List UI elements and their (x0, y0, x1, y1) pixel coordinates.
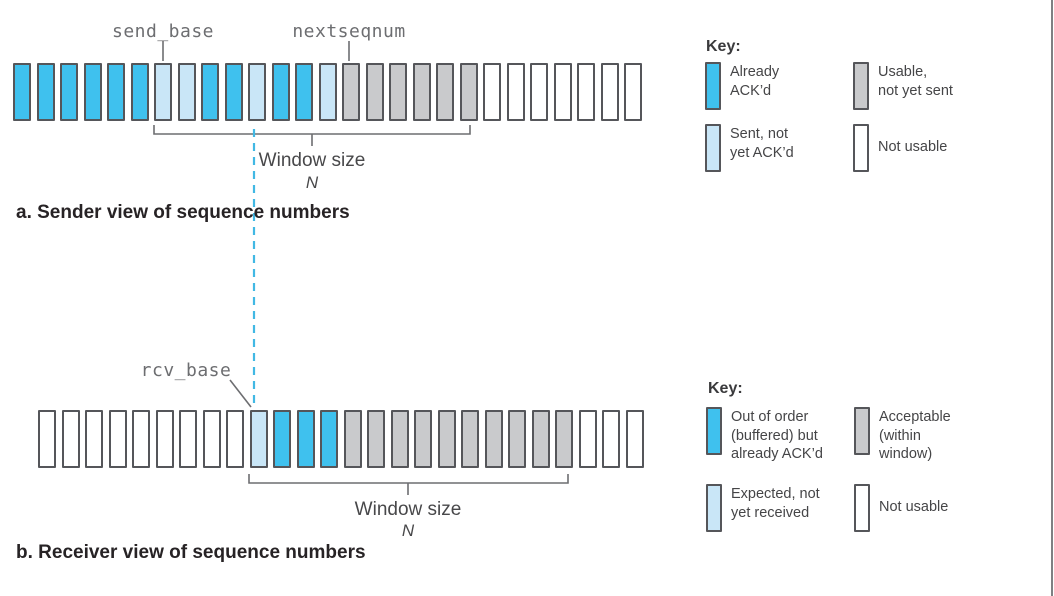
seq-box-already-ackd (13, 63, 31, 121)
seq-box-not-usable (530, 63, 548, 121)
key-swatch-sent-not-ackd (705, 124, 721, 172)
key-swatch-already-ackd (705, 62, 721, 110)
seq-box-acceptable (367, 410, 385, 468)
seq-box-not-usable (61, 410, 80, 468)
key-swatch-expected (706, 484, 722, 532)
seq-box-usable (436, 63, 454, 121)
seq-box-sent-not-ackd (318, 63, 337, 121)
key-item-sent-not-ackd: Sent, not yet ACK’d (705, 124, 794, 172)
seq-box-already-ackd (83, 63, 102, 121)
seq-box-acceptable (484, 410, 503, 468)
receiver-key-title: Key: (708, 380, 743, 397)
seq-box-usable (365, 63, 384, 121)
seq-box-not-usable (132, 410, 150, 468)
seq-box-expected (249, 410, 268, 468)
seq-box-acceptable (461, 410, 479, 468)
seq-box-not-usable (602, 410, 620, 468)
rcv-base-label: rcv_base (140, 360, 232, 381)
seq-box-already-ackd (130, 63, 149, 121)
send-base-label: send_base (111, 21, 215, 42)
seq-box-not-usable (202, 410, 221, 468)
key-item-label: Acceptable (within window) (879, 409, 951, 462)
sender-window-n-label: N (305, 173, 319, 192)
key-swatch-usable (853, 62, 869, 110)
seq-box-not-usable (600, 63, 619, 121)
key-item-expected: Expected, not yet received (706, 484, 820, 532)
seq-box-sent-not-ackd (154, 63, 172, 121)
seq-box-buffered (273, 410, 291, 468)
seq-box-acceptable (414, 410, 432, 468)
key-item-not-usable: Not usable (853, 124, 947, 172)
seq-box-sent-not-ackd (248, 63, 266, 121)
seq-box-acceptable (437, 410, 456, 468)
seq-box-usable (412, 63, 431, 121)
seq-box-not-usable (179, 410, 197, 468)
seq-box-already-ackd (224, 63, 243, 121)
seq-box-acceptable (555, 410, 573, 468)
key-swatch-not-usable (854, 484, 870, 532)
seq-box-not-usable (226, 410, 244, 468)
seq-box-acceptable (390, 410, 409, 468)
key-item-buffered: Out of order (buffered) but already ACK’… (706, 407, 823, 464)
seq-box-sent-not-ackd (177, 63, 196, 121)
receiver-window-bracket (248, 474, 569, 495)
page-frame-border (1051, 0, 1053, 596)
seq-box-usable (342, 63, 360, 121)
sender-window-size-label: Window size (258, 150, 366, 171)
seq-box-not-usable (155, 410, 174, 468)
seq-box-not-usable (108, 410, 127, 468)
key-item-acceptable: Acceptable (within window) (854, 407, 951, 464)
key-item-label: Already ACK’d (730, 64, 780, 99)
seq-box-acceptable (531, 410, 550, 468)
nextseqnum-label: nextseqnum (292, 21, 406, 42)
seq-box-already-ackd (201, 63, 219, 121)
seq-box-usable (389, 63, 407, 121)
receiver-window-size-label: Window size (354, 499, 462, 520)
seq-box-not-usable (85, 410, 103, 468)
seq-box-buffered (320, 410, 338, 468)
key-item-label: Sent, not yet ACK’d (730, 126, 794, 161)
key-item-already-ackd: Already ACK’d (705, 62, 779, 110)
seq-box-acceptable (508, 410, 526, 468)
seq-box-already-ackd (295, 63, 313, 121)
seq-box-already-ackd (107, 63, 125, 121)
seq-box-acceptable (343, 410, 362, 468)
sender-caption: a. Sender view of sequence numbers (16, 202, 350, 223)
seq-box-not-usable (553, 63, 572, 121)
seq-box-usable (459, 63, 478, 121)
sender-key-title: Key: (706, 38, 741, 55)
receiver-window-n-label: N (401, 521, 415, 540)
key-item-label: Expected, not yet received (731, 486, 820, 521)
seq-box-not-usable (506, 63, 525, 121)
seq-box-already-ackd (271, 63, 290, 121)
key-item-label: Out of order (buffered) but already ACK’… (731, 409, 823, 462)
seq-box-already-ackd (60, 63, 78, 121)
key-item-usable: Usable, not yet sent (853, 62, 953, 110)
seq-box-buffered (296, 410, 315, 468)
rcv-base-pointer-line (229, 379, 252, 408)
key-swatch-not-usable (853, 124, 869, 172)
seq-box-not-usable (483, 63, 501, 121)
seq-box-not-usable (577, 63, 595, 121)
key-swatch-buffered (706, 407, 722, 455)
key-item-not-usable: Not usable (854, 484, 948, 532)
key-swatch-acceptable (854, 407, 870, 455)
receiver-caption: b. Receiver view of sequence numbers (16, 542, 366, 563)
key-item-label: Not usable (878, 139, 948, 155)
seq-box-not-usable (624, 63, 642, 121)
seq-box-not-usable (38, 410, 56, 468)
sender-window-bracket (153, 125, 471, 146)
seq-box-already-ackd (36, 63, 55, 121)
key-item-label: Usable, not yet sent (878, 64, 953, 99)
seq-box-not-usable (578, 410, 597, 468)
seq-box-not-usable (625, 410, 644, 468)
key-item-label: Not usable (879, 499, 949, 515)
